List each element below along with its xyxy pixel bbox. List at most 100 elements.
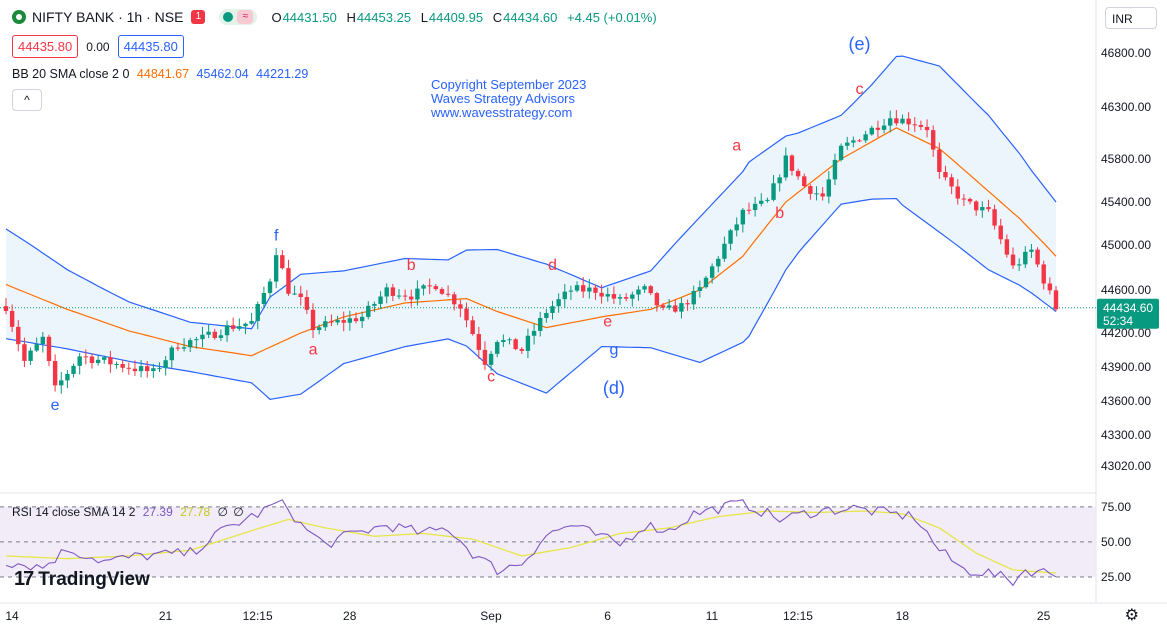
candle-body [740,209,746,225]
buy-price-button[interactable]: 44435.80 [117,35,184,58]
tradingview-logo-icon: 17 [14,568,34,590]
bb-legend[interactable]: BB 20 SMA close 2 0 44841.67 45462.04 44… [12,67,308,81]
candle-body [175,347,181,349]
candle-body [998,225,1003,240]
candle-body [108,357,113,365]
candle-body [427,285,432,287]
candle-body [666,305,672,308]
candle-body [820,193,825,197]
rsi-extra-1: ∅ [217,505,228,519]
spread-value: 0.00 [86,39,110,54]
candle-body [292,293,297,295]
candle-body [949,177,954,187]
candle-body [519,349,524,351]
candle-body [937,149,942,173]
wave-label: e [603,314,612,331]
rsi-sma-line [5,510,1057,574]
price-tick-label: 46800.00 [1101,46,1151,60]
rsi-legend[interactable]: RSI 14 close SMA 14 2 27.39 27.78 ∅ ∅ [12,505,244,519]
candle-body [808,186,813,194]
candle-body [599,292,604,297]
last-price-badge [1097,298,1159,329]
wave-label: g [609,342,618,359]
market-status-pill[interactable]: ≈ [219,9,258,25]
candle-body [488,353,494,365]
candle-body [507,339,512,341]
time-tick-label: 11 [706,609,719,623]
candle-body [716,258,721,267]
company-line: Waves Strategy Advisors [431,91,576,106]
low-value: 44409.95 [428,9,484,25]
candle-body [433,286,439,290]
candle-body [28,350,33,361]
candle-body [857,140,862,142]
chart-header: NIFTY BANK · 1h · NSE 1 ≈ O44431.50 H444… [12,9,663,25]
currency-selector[interactable]: INR [1105,7,1157,29]
website-line: www.wavesstrategy.com [431,105,573,120]
candle-body [912,124,917,126]
candle-body [961,198,967,200]
candle-body [605,294,610,297]
candle-body [568,290,574,292]
candle-body [421,285,426,289]
candle-body [9,310,15,327]
candle-body [102,357,107,360]
wave-label: c [856,81,864,98]
candle-body [783,155,789,178]
bar-countdown-label: 52:34 [1103,314,1133,328]
candle-body [752,203,758,211]
tradingview-brand: 17 TradingView [14,568,150,591]
candle-body [759,200,764,204]
wave-label: (e) [849,34,871,54]
candle-body [267,281,273,293]
rsi-tick-label: 50.00 [1101,535,1131,549]
candle-body [366,305,371,317]
candle-body [709,266,715,278]
candle-body [341,320,346,323]
flag-icon[interactable]: 1 [191,10,206,24]
candle-body [22,344,27,361]
candle-body [396,295,402,297]
candle-body [685,303,690,305]
candle-body [513,339,518,350]
candle-body [415,288,420,300]
candle-body [673,305,678,312]
time-tick-label: 21 [159,609,173,623]
candle-body [654,293,660,306]
candle-body [310,309,316,331]
close-value: 44434.60 [503,9,558,25]
candle-body [863,134,868,141]
candle-body [169,347,174,361]
settings-icon[interactable]: ⚙ [1124,607,1139,624]
last-price-label: 44434.60 [1103,301,1153,315]
candle-body [894,118,899,124]
wave-label: c [487,369,495,386]
candle-body [906,118,911,125]
wave-label: a [732,138,741,155]
collapse-legend-button[interactable]: ^ [12,89,42,111]
candle-body [132,368,138,372]
candle-body [955,186,960,199]
candle-body [445,293,451,295]
sell-price-button[interactable]: 44435.80 [12,35,79,58]
candle-body [722,243,727,259]
candle-body [138,366,144,372]
bb-basis-value: 44841.67 [136,67,190,81]
candle-body [83,356,89,358]
candle-body [746,209,752,211]
candle-body [728,230,733,244]
candle-body [316,327,322,331]
candle-body [562,291,567,300]
candle-body [556,299,561,307]
time-tick-label: Sep [480,609,502,623]
wave-label: e [51,397,60,414]
candle-body [476,334,482,350]
candle-body [943,172,948,178]
symbol-title[interactable]: NIFTY BANK · 1h · NSE [32,9,184,25]
candle-body [1041,264,1046,284]
candle-body [881,125,887,130]
market-open-dot-icon [223,12,234,22]
rsi-sma-value: 27.78 [180,505,211,519]
high-value: 44453.25 [356,9,412,25]
